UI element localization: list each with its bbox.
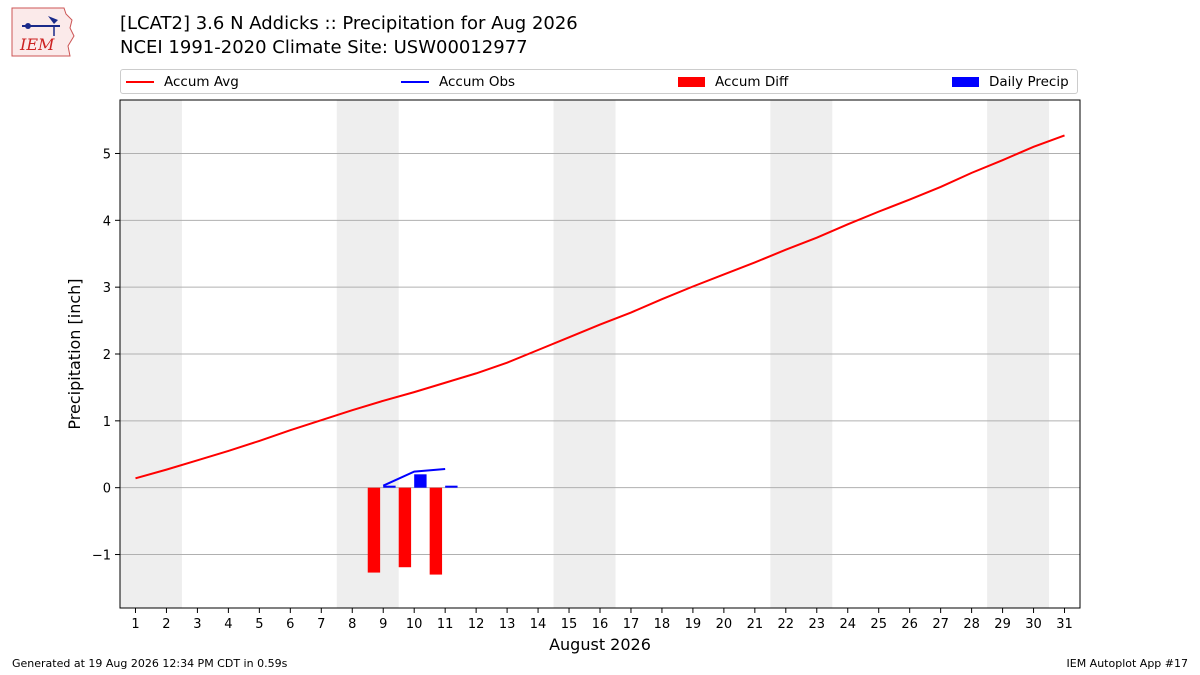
generated-timestamp: Generated at 19 Aug 2026 12:34 PM CDT in… (12, 657, 288, 670)
x-tick-label: 23 (809, 617, 826, 632)
x-tick-label: 30 (1025, 617, 1042, 632)
accum-diff-bar (429, 487, 443, 575)
x-tick-label: 20 (716, 617, 733, 632)
x-axis: 1 2 3 4 5 6 7 8 9 10 11 12 13 14 15 16 17 18 19 20 21 22 23 24 2… (131, 608, 1073, 632)
legend-label-accum-avg: Accum Avg (164, 74, 239, 90)
x-tick-label: 16 (592, 617, 609, 632)
chart-subtitle: NCEI 1991-2020 Climate Site: USW00012977 (120, 37, 528, 58)
legend-swatch-daily-precip (952, 77, 979, 87)
legend-swatch-accum-obs (401, 81, 429, 83)
x-tick-label: 25 (870, 617, 887, 632)
x-axis-label: August 2026 (549, 635, 651, 654)
accum-diff-bar (367, 487, 381, 573)
chart-title: [LCAT2] 3.6 N Addicks :: Precipitation f… (120, 13, 578, 34)
x-tick-label: 14 (530, 617, 547, 632)
logo-text: IEM (19, 35, 55, 54)
legend-item-accum-avg: Accum Avg (126, 73, 239, 91)
x-tick-label: 2 (162, 617, 170, 632)
legend-item-accum-diff: Accum Diff (678, 73, 788, 91)
x-tick-label: 24 (839, 617, 856, 632)
accum-avg-line (135, 134, 1065, 480)
legend-swatch-accum-diff (678, 77, 705, 87)
x-tick-label: 27 (932, 617, 949, 632)
grid-lines (120, 152, 1080, 556)
x-tick-label: 17 (623, 617, 640, 632)
daily-precip-bar (414, 474, 427, 488)
x-tick-label: 7 (317, 617, 325, 632)
y-tick-label: 2 (103, 348, 111, 363)
bars (367, 474, 458, 575)
x-tick-label: 11 (437, 617, 454, 632)
y-tick-label: 3 (103, 281, 111, 296)
y-tick-label: 4 (103, 214, 111, 229)
x-tick-label: 6 (286, 617, 294, 632)
legend-swatch-accum-avg (126, 81, 154, 83)
x-tick-label: 21 (747, 617, 764, 632)
y-tick-label: 1 (103, 415, 111, 430)
legend-item-daily-precip: Daily Precip (952, 73, 1069, 91)
legend-label-accum-diff: Accum Diff (715, 74, 789, 90)
x-tick-label: 1 (131, 617, 139, 632)
x-tick-label: 29 (994, 617, 1011, 632)
accum-obs-line (382, 467, 446, 487)
x-tick-label: 15 (561, 617, 578, 632)
y-axis-label: Precipitation [inch] (65, 278, 84, 429)
x-tick-label: 22 (778, 617, 795, 632)
x-tick-label: 28 (963, 617, 980, 632)
x-tick-label: 5 (255, 617, 263, 632)
x-tick-label: 8 (348, 617, 356, 632)
accum-diff-bar (398, 487, 412, 568)
x-tick-label: 19 (685, 617, 702, 632)
legend-label-daily-precip: Daily Precip (989, 74, 1069, 90)
y-tick-label: 0 (103, 482, 111, 497)
x-tick-label: 12 (468, 617, 485, 632)
legend-label-accum-obs: Accum Obs (439, 74, 516, 90)
x-tick-label: 26 (901, 617, 918, 632)
app-credit: IEM Autoplot App #17 (1066, 657, 1189, 670)
iem-logo-icon: IEM (11, 7, 75, 57)
x-tick-label: 4 (224, 617, 232, 632)
x-tick-label: 18 (654, 617, 671, 632)
x-tick-label: 3 (193, 617, 201, 632)
daily-precip-bar (383, 485, 396, 488)
x-tick-label: 9 (379, 617, 387, 632)
y-tick-label: −1 (92, 549, 111, 564)
daily-precip-bar (445, 485, 458, 488)
legend: Accum Avg Accum Obs Accum Diff Daily Pre… (120, 69, 1078, 94)
x-tick-label: 13 (499, 617, 516, 632)
legend-item-accum-obs: Accum Obs (401, 73, 515, 91)
y-tick-label: 5 (103, 147, 111, 162)
series-lines (135, 134, 1065, 487)
y-axis: −1 0 1 2 3 4 5 (92, 147, 120, 564)
x-tick-label: 10 (406, 617, 423, 632)
x-tick-label: 31 (1056, 617, 1073, 632)
